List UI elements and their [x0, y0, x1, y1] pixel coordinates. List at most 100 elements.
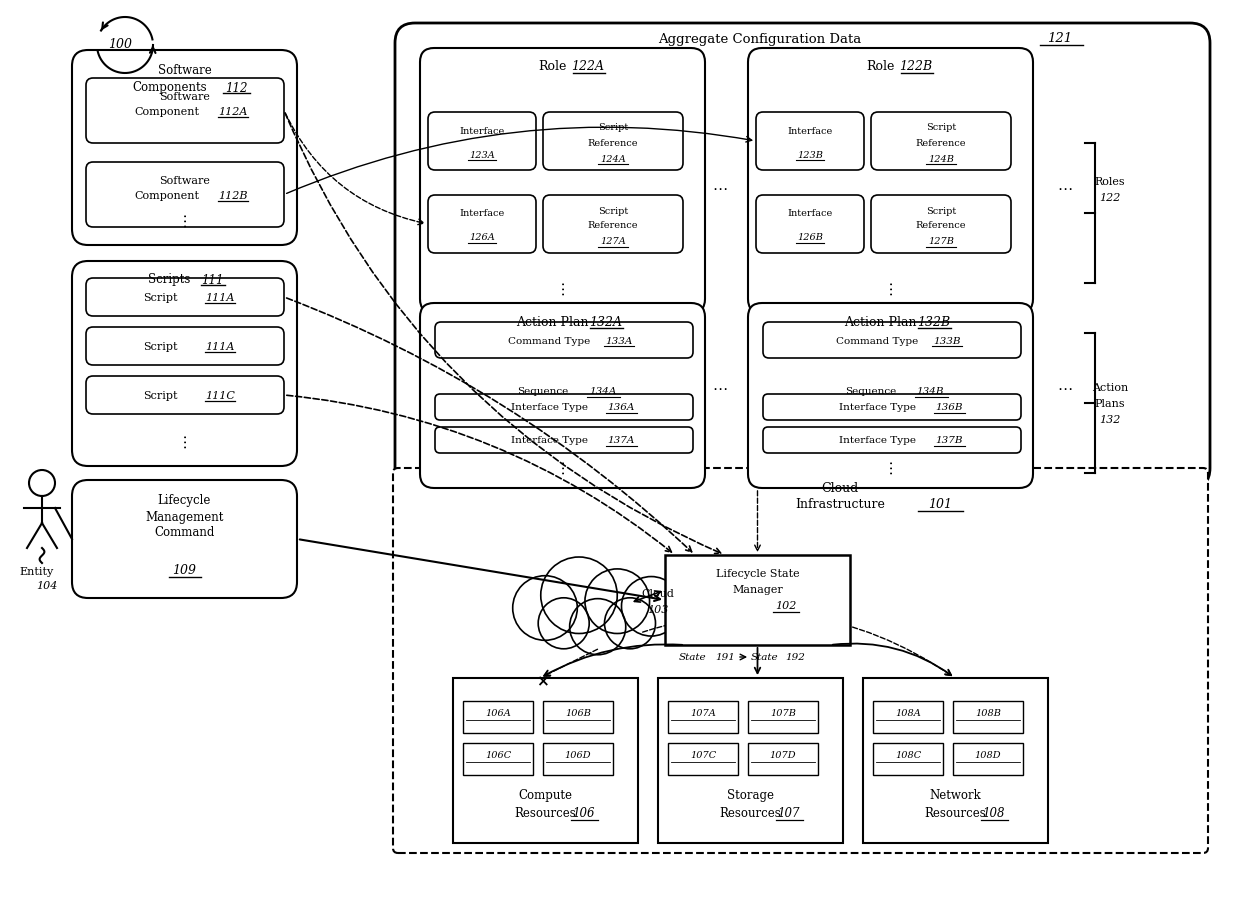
Text: Resources: Resources — [925, 806, 986, 820]
Text: 133A: 133A — [605, 336, 632, 345]
Text: 106C: 106C — [485, 750, 511, 759]
Circle shape — [621, 577, 681, 637]
Text: 134A: 134A — [589, 387, 616, 396]
Text: 132B: 132B — [916, 315, 950, 328]
Text: 137A: 137A — [608, 436, 635, 445]
Text: 112: 112 — [226, 81, 248, 95]
Text: 191: 191 — [715, 653, 735, 662]
Text: Interface: Interface — [787, 126, 832, 135]
Circle shape — [538, 598, 589, 649]
Text: State: State — [751, 653, 779, 662]
FancyBboxPatch shape — [748, 49, 1033, 313]
FancyBboxPatch shape — [756, 113, 864, 171]
Text: 108: 108 — [982, 806, 1004, 820]
Text: 127A: 127A — [600, 237, 626, 247]
Text: Plans: Plans — [1095, 398, 1126, 408]
Bar — [658, 678, 843, 843]
Bar — [668, 743, 738, 775]
Text: Script: Script — [143, 391, 177, 401]
FancyBboxPatch shape — [86, 328, 284, 366]
Text: Reference: Reference — [916, 221, 966, 230]
Text: ⋯: ⋯ — [177, 211, 192, 227]
Bar — [463, 702, 533, 733]
Text: 111A: 111A — [206, 293, 234, 303]
Text: Script: Script — [598, 124, 629, 133]
Text: 133B: 133B — [934, 336, 961, 345]
Text: Reference: Reference — [588, 138, 639, 147]
Text: 100: 100 — [108, 37, 131, 51]
Text: 132A: 132A — [589, 315, 622, 328]
Text: Cloud: Cloud — [821, 482, 858, 495]
Text: Storage: Storage — [727, 788, 774, 802]
Text: 106: 106 — [572, 806, 595, 820]
Text: 106A: 106A — [485, 709, 511, 718]
Text: Compute: Compute — [518, 788, 573, 802]
FancyBboxPatch shape — [72, 262, 298, 467]
Circle shape — [605, 598, 656, 649]
Text: Role: Role — [538, 61, 567, 73]
Text: Lifecycle: Lifecycle — [157, 494, 211, 507]
Text: Interface: Interface — [787, 209, 832, 219]
Text: Manager: Manager — [732, 584, 782, 594]
FancyBboxPatch shape — [86, 377, 284, 414]
Text: 109: 109 — [172, 563, 196, 577]
Text: 112B: 112B — [218, 191, 248, 200]
Text: Scripts: Scripts — [149, 274, 191, 286]
Text: Roles: Roles — [1095, 177, 1126, 187]
Text: 126B: 126B — [797, 233, 823, 242]
Text: 121: 121 — [1048, 33, 1073, 45]
Text: Action: Action — [1092, 383, 1128, 393]
Text: Infrastructure: Infrastructure — [795, 498, 885, 511]
Text: Component: Component — [134, 107, 200, 116]
Text: ⋯: ⋯ — [883, 458, 898, 473]
Text: 103: 103 — [647, 604, 668, 614]
Text: 136A: 136A — [608, 403, 635, 412]
Text: 192: 192 — [785, 653, 805, 662]
Text: 127B: 127B — [928, 237, 954, 247]
Text: Interface: Interface — [459, 126, 505, 135]
Text: ⋯: ⋯ — [712, 382, 728, 396]
Bar — [863, 678, 1048, 843]
Text: Network: Network — [930, 788, 981, 802]
FancyBboxPatch shape — [870, 196, 1011, 254]
Text: 122A: 122A — [570, 61, 604, 73]
Bar — [748, 743, 818, 775]
Text: Interface: Interface — [459, 209, 505, 219]
FancyBboxPatch shape — [435, 395, 693, 421]
Text: 111: 111 — [201, 274, 223, 286]
Text: 111C: 111C — [205, 391, 234, 401]
Text: Aggregate Configuration Data: Aggregate Configuration Data — [658, 33, 862, 45]
Text: Script: Script — [926, 124, 956, 133]
Text: ⋯: ⋯ — [177, 433, 192, 448]
Circle shape — [585, 569, 650, 634]
Text: 132: 132 — [1100, 414, 1121, 424]
Text: 107C: 107C — [689, 750, 717, 759]
Text: Interface Type: Interface Type — [838, 436, 915, 445]
FancyBboxPatch shape — [420, 49, 706, 313]
FancyBboxPatch shape — [435, 322, 693, 358]
Text: Entity: Entity — [20, 566, 55, 576]
Text: Script: Script — [926, 206, 956, 215]
Bar — [665, 555, 849, 646]
Text: 111A: 111A — [206, 341, 234, 351]
FancyBboxPatch shape — [763, 427, 1021, 453]
Text: Script: Script — [143, 293, 177, 303]
Text: State: State — [680, 653, 707, 662]
Text: Reference: Reference — [588, 221, 639, 230]
Text: 102: 102 — [775, 600, 796, 610]
Text: Management: Management — [145, 510, 223, 523]
Text: Sequence: Sequence — [844, 387, 897, 396]
Text: Software: Software — [160, 92, 211, 102]
Text: 107: 107 — [777, 806, 800, 820]
Text: Reference: Reference — [916, 138, 966, 147]
Text: 136B: 136B — [935, 403, 962, 412]
Bar — [873, 702, 942, 733]
Text: Software: Software — [157, 64, 211, 78]
Text: 134B: 134B — [916, 387, 944, 396]
Text: ⋯: ⋯ — [1058, 382, 1073, 396]
Text: Action Plan: Action Plan — [516, 315, 589, 328]
Text: 112A: 112A — [218, 107, 248, 116]
Text: Script: Script — [143, 341, 177, 351]
FancyBboxPatch shape — [86, 79, 284, 144]
FancyBboxPatch shape — [748, 303, 1033, 489]
